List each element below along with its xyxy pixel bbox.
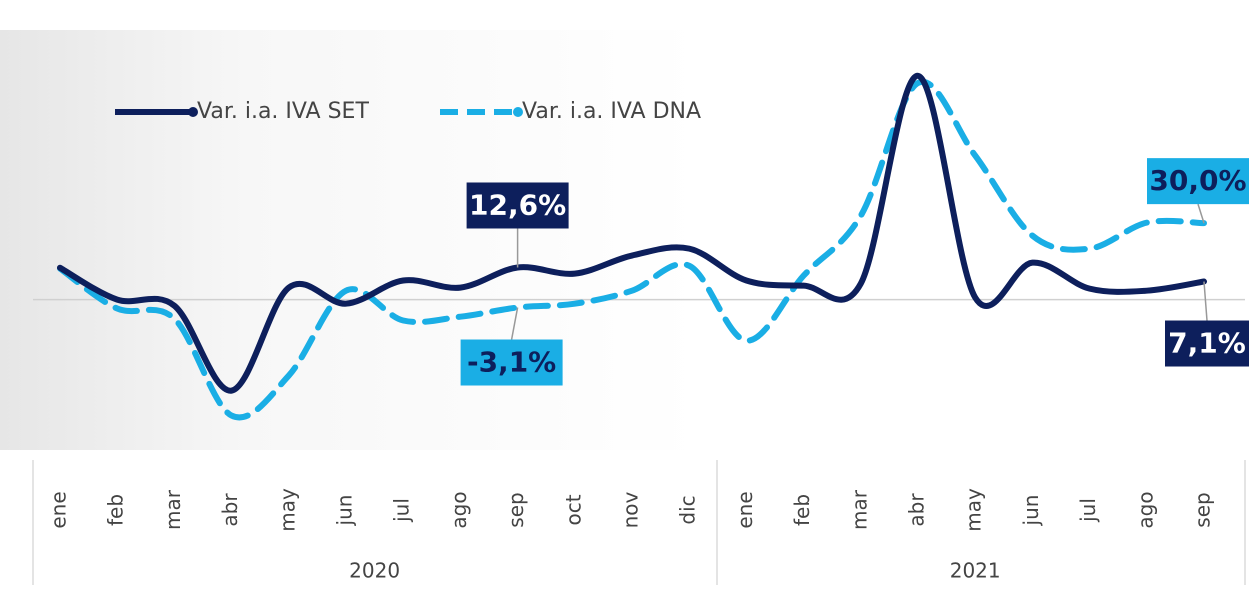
- x-tick-label: feb: [104, 494, 128, 526]
- data-label: 12,6%: [469, 188, 566, 221]
- x-tick-label: feb: [790, 494, 814, 526]
- x-tick-label: jun: [333, 495, 357, 527]
- x-tick-label: abr: [218, 493, 242, 527]
- data-label: 30,0%: [1149, 164, 1246, 197]
- x-tick-label: ene: [47, 491, 71, 528]
- x-tick-label: jul: [1076, 498, 1100, 523]
- legend-label: Var. i.a. IVA SET: [197, 99, 369, 124]
- x-tick-label: ago: [1133, 491, 1157, 528]
- background: [0, 30, 700, 450]
- year-label: 2020: [349, 559, 400, 583]
- x-tick-label: nov: [619, 491, 643, 528]
- x-tick-label: sep: [1191, 492, 1215, 527]
- x-tick-label: jul: [390, 498, 414, 523]
- x-tick-label: ene: [733, 491, 757, 528]
- leader-line: [1204, 282, 1207, 321]
- x-tick-label: ago: [447, 491, 471, 528]
- x-tick-label: jun: [1019, 495, 1043, 527]
- x-tick-label: dic: [676, 495, 700, 524]
- x-tick-label: may: [962, 488, 986, 532]
- x-tick-label: may: [275, 488, 299, 532]
- legend-label: Var. i.a. IVA DNA: [522, 99, 701, 124]
- chart: ene feb mar abr may jun jul ago sep oct nov dic ene f…: [0, 0, 1251, 599]
- x-tick-label: sep: [504, 492, 528, 527]
- year-label: 2021: [950, 559, 1001, 583]
- x-tick-label: oct: [561, 494, 585, 525]
- x-tick-label: mar: [161, 489, 185, 530]
- data-label: -3,1%: [467, 346, 556, 379]
- data-label: 7,1%: [1168, 327, 1246, 360]
- x-tick-label: mar: [847, 489, 871, 530]
- x-tick-label: abr: [905, 493, 929, 527]
